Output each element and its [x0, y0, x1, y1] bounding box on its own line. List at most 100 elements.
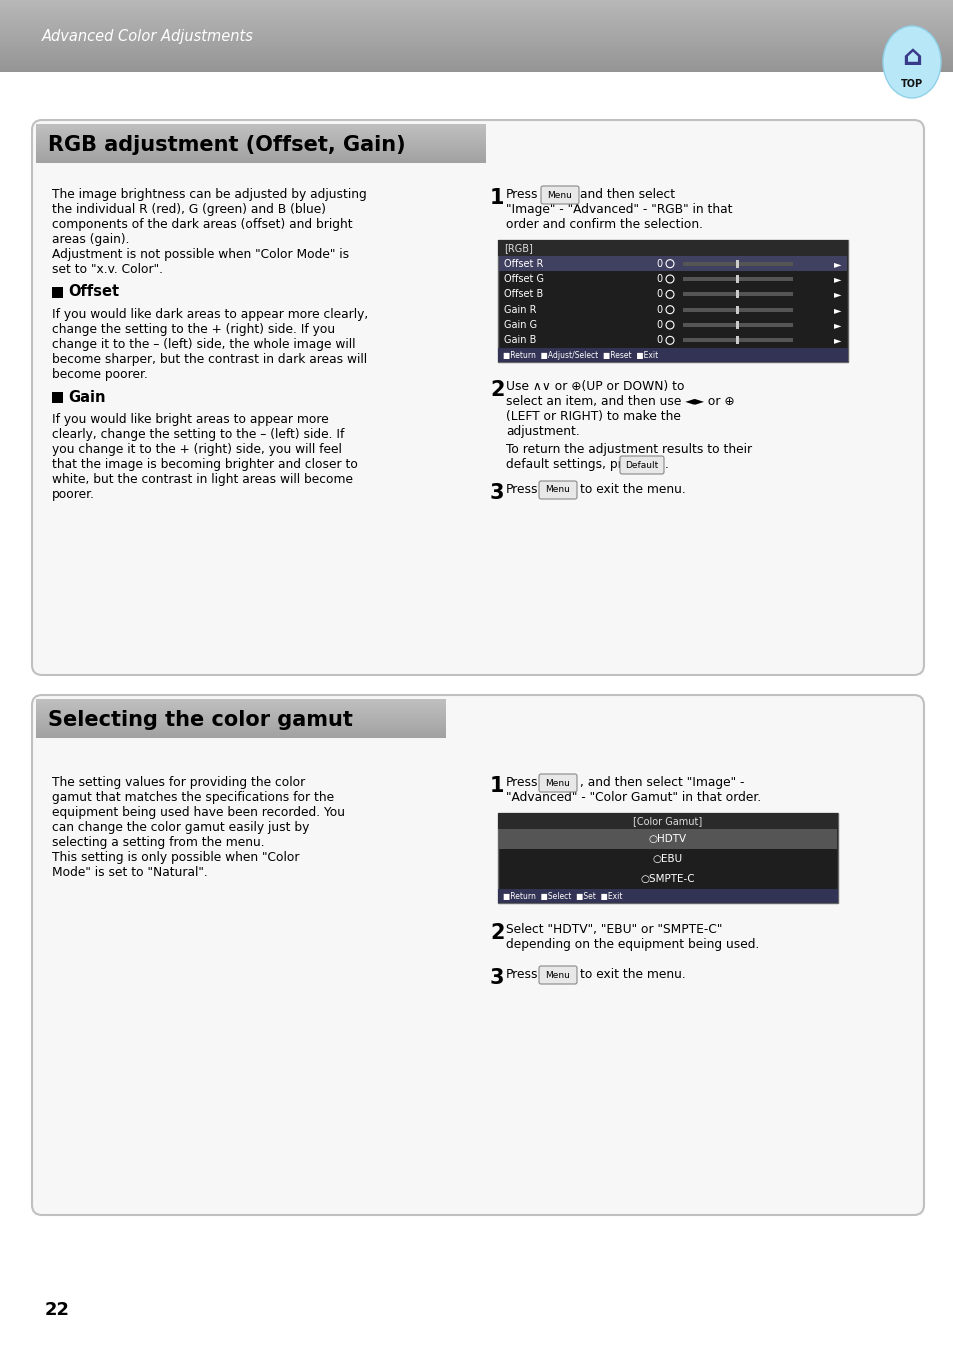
Text: select an item, and then use ◄► or ⊕: select an item, and then use ◄► or ⊕ [505, 396, 734, 408]
Bar [0, 3, 953, 4]
Bar [36, 729, 446, 732]
Bar [36, 703, 446, 705]
Text: Default: Default [625, 460, 658, 470]
Text: the individual R (red), G (green) and B (blue): the individual R (red), G (green) and B … [52, 202, 326, 216]
Text: Gain: Gain [68, 390, 106, 405]
Bar [36, 713, 446, 714]
Bar [0, 39, 953, 42]
Text: The image brightness can be adjusted by adjusting: The image brightness can be adjusted by … [52, 188, 366, 201]
Bar [0, 20, 953, 22]
Bar [735, 336, 739, 344]
Bar [0, 16, 953, 18]
Bar [0, 36, 953, 38]
Text: ⌂: ⌂ [902, 43, 921, 72]
Bar [36, 706, 446, 709]
Text: Offset B: Offset B [503, 289, 542, 300]
Bar [36, 161, 485, 162]
Bar [36, 724, 446, 725]
Text: 3: 3 [490, 968, 504, 988]
Bar [36, 714, 446, 716]
Bar [36, 726, 446, 729]
Text: ○HDTV: ○HDTV [648, 834, 686, 844]
Bar [0, 58, 953, 59]
Text: can change the color gamut easily just by: can change the color gamut easily just b… [52, 821, 309, 834]
Text: .: . [664, 458, 668, 471]
Text: white, but the contrast in light areas will become: white, but the contrast in light areas w… [52, 472, 353, 486]
Text: areas (gain).: areas (gain). [52, 234, 130, 246]
Text: Select "HDTV", "EBU" or "SMPTE-C": Select "HDTV", "EBU" or "SMPTE-C" [505, 923, 721, 936]
Bar [0, 14, 953, 15]
Text: This setting is only possible when "Color: This setting is only possible when "Colo… [52, 850, 299, 864]
Bar [36, 159, 485, 161]
Bar [36, 131, 485, 134]
FancyBboxPatch shape [619, 456, 663, 474]
Text: 0: 0 [657, 259, 662, 269]
Bar [36, 157, 485, 159]
Bar [36, 733, 446, 734]
Text: Press: Press [505, 188, 537, 201]
Bar [36, 127, 485, 128]
Bar [0, 59, 953, 61]
Bar [0, 8, 953, 9]
Text: 0: 0 [657, 335, 662, 346]
Text: Gain R: Gain R [503, 305, 536, 315]
Bar [497, 890, 837, 903]
Text: Adjustment is not possible when "Color Mode" is: Adjustment is not possible when "Color M… [52, 248, 349, 261]
Bar [36, 725, 446, 728]
Bar [735, 305, 739, 313]
Text: TOP: TOP [900, 80, 923, 89]
Bar [735, 290, 739, 298]
Text: [RGB]: [RGB] [503, 243, 533, 252]
Bar [682, 293, 792, 297]
Bar [36, 144, 485, 146]
Bar [0, 54, 953, 55]
Text: Menu: Menu [545, 486, 570, 494]
Bar [0, 55, 953, 57]
Text: 0: 0 [657, 289, 662, 300]
Bar [0, 27, 953, 28]
Bar [36, 154, 485, 157]
Bar [0, 19, 953, 20]
Text: Menu: Menu [547, 190, 572, 200]
Text: 22: 22 [45, 1301, 70, 1319]
Text: ►: ► [833, 320, 841, 329]
Bar [36, 132, 485, 135]
Bar [36, 716, 446, 717]
Text: , and then select "Image" -: , and then select "Image" - [579, 776, 743, 788]
Bar [0, 66, 953, 68]
Text: default settings, press: default settings, press [505, 458, 642, 471]
Text: clearly, change the setting to the – (left) side. If: clearly, change the setting to the – (le… [52, 428, 344, 441]
Bar [0, 63, 953, 65]
Text: Gain G: Gain G [503, 320, 537, 329]
Bar [52, 392, 63, 404]
Bar [36, 734, 446, 736]
Text: components of the dark areas (offset) and bright: components of the dark areas (offset) an… [52, 217, 353, 231]
Bar [682, 277, 792, 281]
Bar [0, 46, 953, 47]
FancyBboxPatch shape [32, 695, 923, 1215]
Bar [36, 138, 485, 139]
Bar [36, 699, 446, 701]
Bar [0, 68, 953, 69]
Bar [36, 701, 446, 702]
Text: Offset G: Offset G [503, 274, 543, 284]
Bar [735, 321, 739, 329]
Bar [0, 43, 953, 45]
Bar [36, 150, 485, 151]
FancyBboxPatch shape [538, 774, 577, 792]
Bar [36, 142, 485, 143]
Text: equipment being used have been recorded. You: equipment being used have been recorded.… [52, 806, 345, 819]
Bar [36, 709, 446, 711]
Text: order and confirm the selection.: order and confirm the selection. [505, 217, 702, 231]
Bar [36, 148, 485, 150]
Bar [36, 136, 485, 139]
FancyBboxPatch shape [32, 120, 923, 675]
Bar [0, 26, 953, 27]
Bar [497, 240, 847, 256]
Text: Gain B: Gain B [503, 335, 536, 346]
Bar [36, 717, 446, 718]
FancyBboxPatch shape [538, 967, 577, 984]
Bar [36, 722, 446, 724]
Bar [497, 813, 837, 829]
Bar [0, 62, 953, 63]
